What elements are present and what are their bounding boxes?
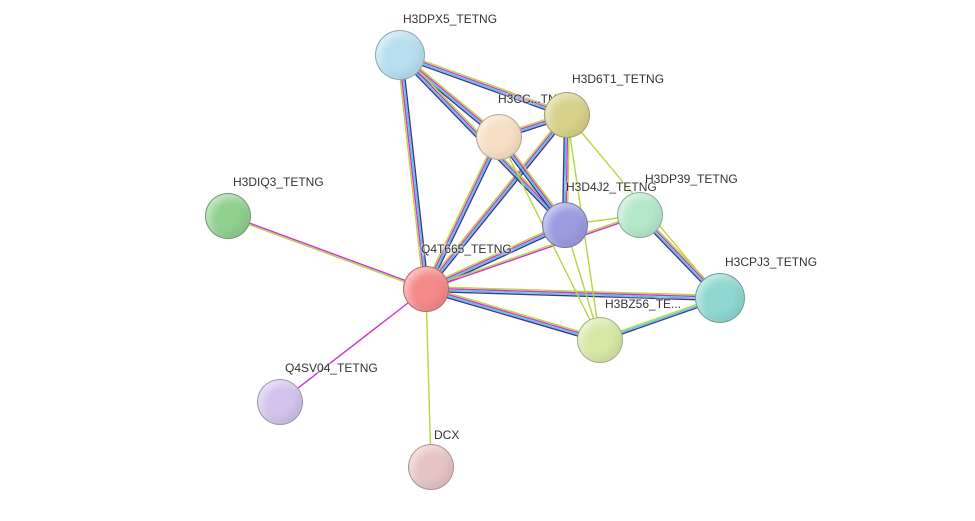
node-DCX[interactable]: DCX	[408, 444, 454, 490]
node-circle[interactable]	[403, 266, 449, 312]
node-Q4T665[interactable]: Q4T665_TETNG	[403, 266, 449, 312]
node-Q4SV04[interactable]: Q4SV04_TETNG	[257, 379, 303, 425]
edge	[425, 291, 599, 342]
node-circle[interactable]	[617, 192, 663, 238]
node-label: DCX	[434, 428, 459, 442]
node-H3D4J2[interactable]: H3D4J2_TETNG	[542, 202, 588, 248]
edge-layer	[0, 0, 975, 521]
node-circle[interactable]	[476, 114, 522, 160]
node-circle[interactable]	[542, 202, 588, 248]
node-label: H3D6T1_TETNG	[572, 72, 664, 86]
node-H3DPX5[interactable]: H3DPX5_TETNG	[375, 30, 425, 80]
network-canvas: Q4T665_TETNG H3DPX5_TETNG H3CC...TNG H3D6T1…	[0, 0, 975, 521]
node-label: Q4SV04_TETNG	[285, 361, 378, 375]
node-H3D6T1[interactable]: H3D6T1_TETNG	[544, 92, 590, 138]
edge	[228, 215, 426, 288]
node-circle[interactable]	[544, 92, 590, 138]
node-label: Q4T665_TETNG	[421, 242, 512, 256]
node-circle[interactable]	[257, 379, 303, 425]
node-label: H3DPX5_TETNG	[403, 12, 497, 26]
node-H3DP39[interactable]: H3DP39_TETNG	[617, 192, 663, 238]
node-label: H3CPJ3_TETNG	[725, 255, 817, 269]
node-circle[interactable]	[408, 444, 454, 490]
node-H3CPJ3[interactable]: H3CPJ3_TETNG	[695, 273, 745, 323]
node-label: H3BZ56_TE...	[605, 297, 681, 311]
node-H3BZ56[interactable]: H3BZ56_TE...	[577, 317, 623, 363]
node-H3CCT[interactable]: H3CC...TNG	[476, 114, 522, 160]
edge	[398, 55, 424, 289]
edge	[426, 288, 720, 297]
node-circle[interactable]	[375, 30, 425, 80]
node-label: H3DP39_TETNG	[645, 172, 738, 186]
node-circle[interactable]	[205, 193, 251, 239]
node-label: H3DIQ3_TETNG	[233, 175, 324, 189]
edge	[228, 217, 426, 290]
node-circle[interactable]	[695, 273, 745, 323]
node-H3DIQ3[interactable]: H3DIQ3_TETNG	[205, 193, 251, 239]
node-circle[interactable]	[577, 317, 623, 363]
edge	[427, 287, 601, 338]
edge	[426, 287, 720, 296]
edge	[426, 289, 431, 467]
edge	[426, 290, 600, 341]
edge	[426, 288, 600, 339]
